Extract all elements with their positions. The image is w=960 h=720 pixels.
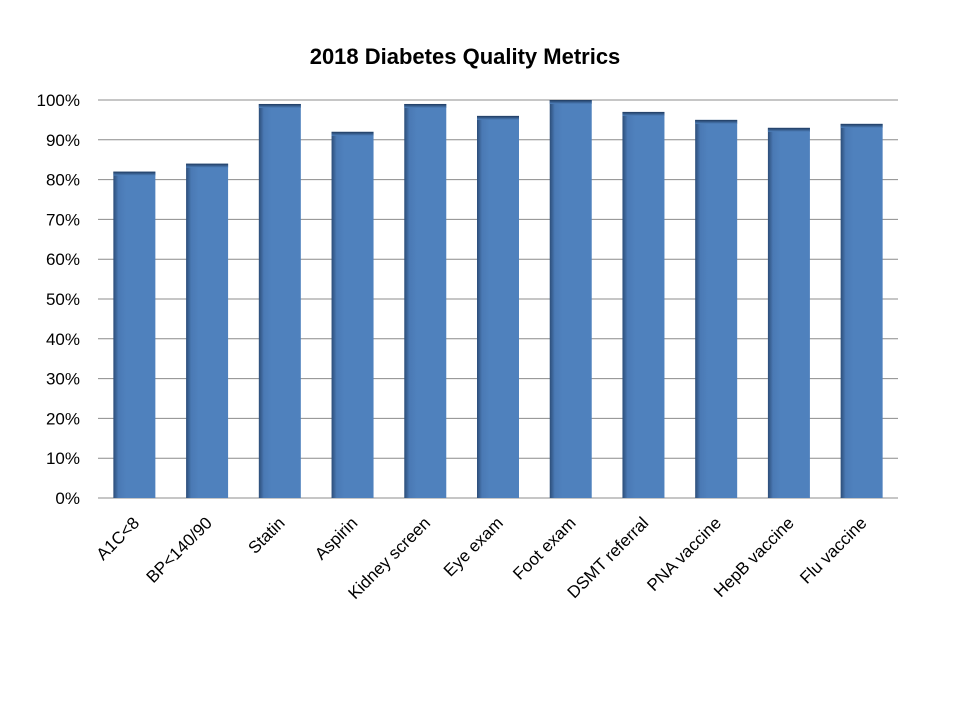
x-tick-label: BP<140/90: [143, 513, 216, 586]
bar: [477, 115, 519, 499]
bar-top-shade: [767, 127, 810, 132]
bar-body: [695, 119, 738, 499]
bar-top-shade: [622, 111, 665, 116]
bar: [113, 171, 156, 498]
bar-body: [258, 103, 301, 498]
bar-top-shade: [549, 100, 592, 104]
bar-body: [186, 163, 229, 498]
bar-top-shade: [695, 119, 738, 124]
x-tick-label: Eye exam: [440, 513, 507, 580]
x-tick-label: Aspirin: [311, 513, 361, 563]
x-tick-label: Flu vaccine: [796, 513, 870, 587]
bar-top-shade: [331, 131, 374, 136]
y-tick-label: 70%: [46, 210, 80, 229]
bar: [695, 119, 738, 499]
bar: [549, 100, 592, 498]
bar: [840, 123, 883, 498]
bar-top-shade: [404, 103, 447, 108]
y-tick-label: 0%: [55, 489, 80, 508]
bar-top-shade: [840, 123, 883, 128]
x-tick-label: Foot exam: [509, 513, 579, 583]
y-tick-label: 10%: [46, 449, 80, 468]
bar: [258, 103, 301, 498]
bar-body: [622, 111, 665, 498]
y-axis-ticks: 0% 10% 20% 30% 40% 50% 60% 70% 80% 90% 100%: [37, 91, 80, 508]
y-tick-label: 40%: [46, 330, 80, 349]
y-tick-label: 90%: [46, 131, 80, 150]
y-tick-label: 80%: [46, 171, 80, 190]
bar-top-shade: [186, 163, 229, 168]
bar: [404, 103, 447, 498]
y-tick-label: 50%: [46, 290, 80, 309]
bar: [767, 127, 810, 499]
bar-body: [767, 127, 810, 499]
chart-title: 2018 Diabetes Quality Metrics: [309, 44, 621, 69]
bar-body: [331, 131, 374, 498]
bar-body: [840, 123, 883, 498]
x-tick-label: Statin: [244, 513, 288, 557]
bar-top-shade: [113, 171, 156, 176]
bar-body: [549, 100, 592, 498]
bar-top-shade: [477, 115, 519, 120]
bars: [113, 100, 883, 499]
bar: [186, 163, 229, 498]
bar-top-shade: [258, 103, 301, 108]
bar-body: [113, 171, 156, 498]
bar: [331, 131, 374, 498]
x-tick-label: PNA vaccine: [643, 513, 725, 595]
y-tick-label: 100%: [37, 91, 80, 110]
y-tick-label: 20%: [46, 409, 80, 428]
bar: [622, 111, 665, 498]
bar-body: [404, 103, 447, 498]
bar-body: [477, 115, 519, 499]
y-tick-label: 60%: [46, 250, 80, 269]
y-tick-label: 30%: [46, 370, 80, 389]
x-tick-label: A1C<8: [93, 513, 144, 564]
